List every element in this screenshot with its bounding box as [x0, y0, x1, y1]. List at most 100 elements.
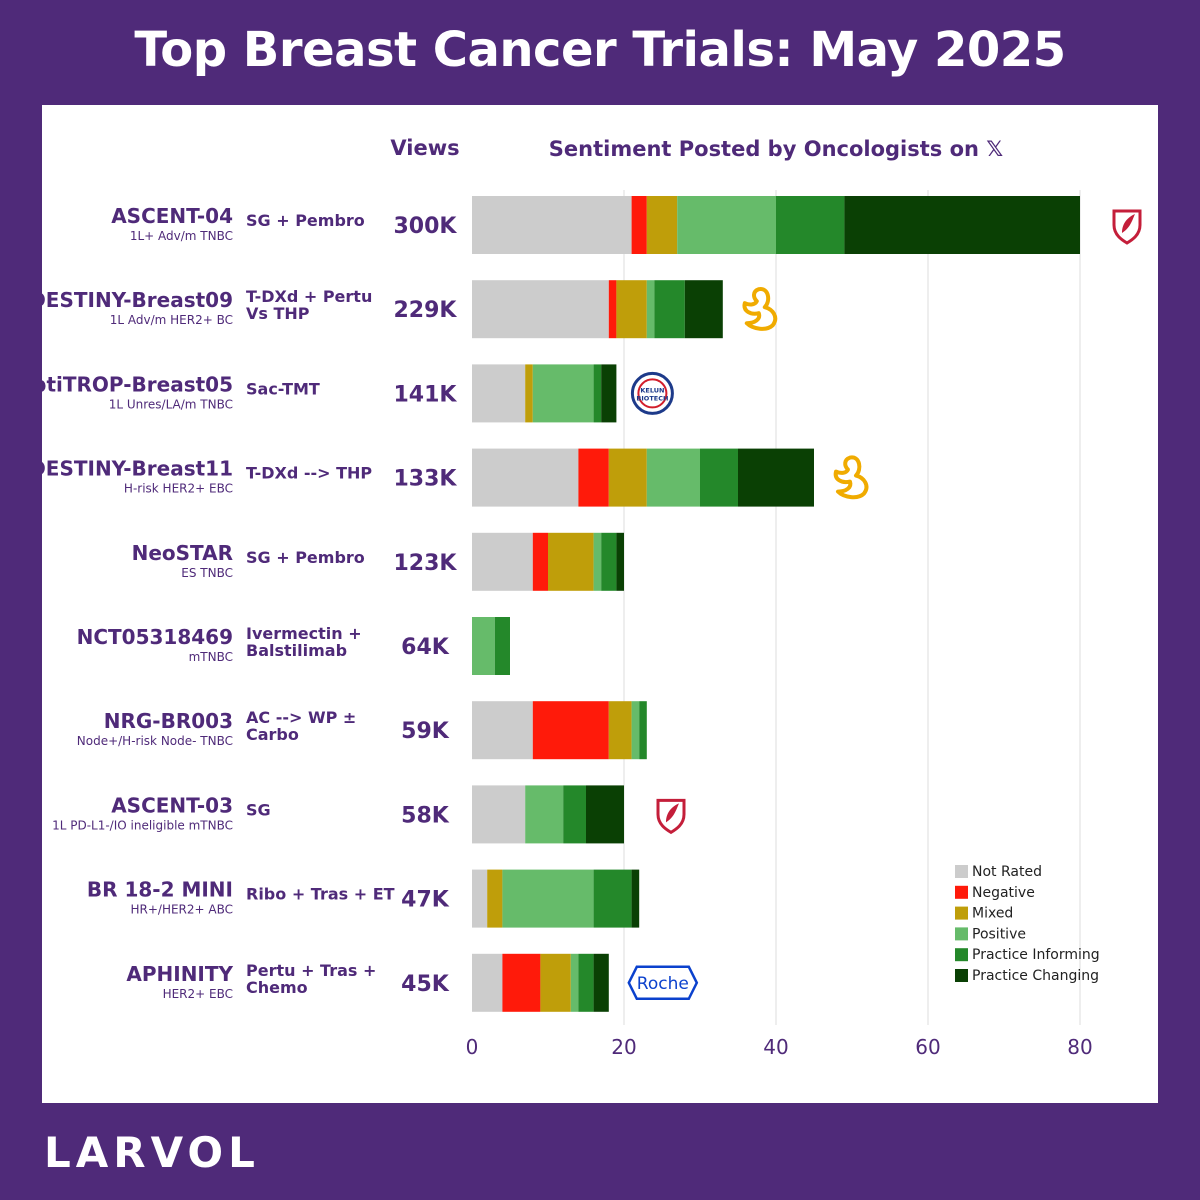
bar-segment-practice-changing: [616, 532, 624, 591]
views-value: 59K: [401, 719, 450, 744]
bar-segment-not-rated: [472, 953, 503, 1012]
drug-label: Ivermectin +: [246, 624, 362, 643]
bar-segment-negative: [502, 953, 541, 1012]
astrazeneca-logo-icon: [833, 455, 869, 500]
chart-panel: Views Sentiment Posted by Oncologists on …: [42, 105, 1158, 1103]
x-tick-label: 40: [763, 1035, 788, 1059]
bar-segment-mixed: [548, 532, 594, 591]
drug-label: SG + Pembro: [246, 548, 365, 567]
bar-segment-practice-informing: [593, 869, 632, 928]
drug-label: Sac-TMT: [246, 379, 320, 398]
bar-segment-practice-changing: [844, 196, 1080, 254]
drug-label: Pertu + Tras +: [246, 961, 376, 980]
page-title: Top Breast Cancer Trials: May 2025: [134, 22, 1066, 78]
drug-label: SG: [246, 800, 271, 819]
trial-name: NCT05318469: [77, 625, 233, 649]
bar-segment-practice-changing: [601, 364, 617, 423]
bar-segment-practice-informing: [494, 617, 510, 675]
views-value: 58K: [401, 803, 450, 828]
views-value: 45K: [401, 972, 450, 997]
bar-segment-practice-changing: [738, 448, 814, 507]
views-value: 300K: [394, 214, 458, 239]
bar-segment-negative: [608, 280, 617, 339]
views-header: Views: [390, 136, 459, 160]
trial-subtitle: 1L Unres/LA/m TNBC: [109, 397, 233, 411]
trial-name: NRG-BR003: [104, 709, 233, 733]
larvol-logo: LARVOL: [44, 1128, 260, 1177]
trial-subtitle: Node+/H-risk Node- TNBC: [77, 734, 233, 748]
drug-label: Balstilimab: [246, 641, 347, 660]
bar-segment-positive: [532, 364, 594, 423]
drug-label: Carbo: [246, 725, 299, 744]
trial-name: DESTINY-Breast11: [42, 457, 233, 481]
bar-segment-practice-informing: [776, 196, 845, 254]
kelun-text: KELUN: [640, 386, 664, 394]
bar-segment-negative: [532, 701, 609, 760]
trial-subtitle: 1L+ Adv/m TNBC: [130, 229, 233, 243]
roche-text: Roche: [637, 974, 689, 994]
bar-segment-mixed: [616, 280, 647, 339]
drug-label: AC --> WP ±: [246, 708, 356, 727]
views-value: 229K: [394, 298, 458, 323]
legend-label: Practice Changing: [972, 968, 1099, 984]
bar-segment-positive: [677, 196, 776, 254]
bar-segment-mixed: [608, 448, 647, 507]
trial-name: ASCENT-03: [111, 793, 233, 817]
leaf-shape: [666, 803, 679, 823]
drug-label: SG + Pembro: [246, 211, 365, 230]
stacked-bar-chart: Views Sentiment Posted by Oncologists on …: [42, 136, 1142, 1059]
bar-segment-practice-informing: [601, 532, 617, 591]
trial-subtitle: mTNBC: [189, 650, 233, 664]
az-symbol: [742, 287, 778, 331]
sentiment-header: Sentiment Posted by Oncologists on 𝕏: [549, 137, 1004, 161]
trial-subtitle: HR+/HER2+ ABC: [130, 903, 233, 917]
kelun-inner-ring: [637, 378, 668, 409]
legend-label: Not Rated: [972, 864, 1042, 880]
bar-segment-positive: [472, 617, 495, 675]
bar-segment-practice-informing: [700, 448, 738, 507]
bar-segment-positive: [502, 869, 594, 928]
bar-segment-negative: [532, 532, 548, 591]
leaf-shape: [1122, 214, 1135, 233]
bar-segment-practice-informing: [593, 364, 602, 423]
views-value: 133K: [394, 467, 458, 492]
bar-segment-practice-changing: [684, 280, 723, 339]
x-tick-label: 0: [466, 1035, 479, 1059]
bar-segment-negative: [578, 448, 609, 507]
bar-segment-practice-informing: [639, 701, 647, 760]
bar-segment-mixed: [608, 701, 632, 760]
bar-segment-not-rated: [472, 869, 488, 928]
views-value: 123K: [394, 551, 458, 576]
legend-label: Negative: [972, 885, 1035, 901]
trial-name: APHINITY: [126, 962, 233, 986]
drug-label: Chemo: [246, 978, 308, 997]
bar-segment-mixed: [525, 364, 533, 423]
legend-swatch: [955, 927, 968, 941]
legend-swatch: [955, 865, 968, 878]
bar-segment-practice-informing: [578, 953, 594, 1012]
legend: Not Rated Negative Mixed Positive Practice I…: [955, 864, 1100, 984]
legend-label: Positive: [972, 926, 1026, 942]
drug-label: Ribo + Tras + ET: [246, 885, 395, 904]
bar-segment-not-rated: [472, 532, 533, 591]
bar-segment-practice-changing: [586, 785, 624, 844]
legend-swatch: [955, 948, 968, 962]
legend-swatch: [955, 885, 968, 899]
legend-swatch: [955, 969, 968, 982]
trial-name: DESTINY-Breast09: [42, 288, 233, 312]
bar-segment-not-rated: [472, 701, 533, 760]
bar-segment-not-rated: [472, 364, 526, 423]
roche-hexagon: [627, 965, 699, 1001]
x-tick-label: 20: [611, 1035, 636, 1059]
bar-segment-positive: [570, 953, 579, 1012]
trial-name: NeoSTAR: [132, 541, 233, 565]
